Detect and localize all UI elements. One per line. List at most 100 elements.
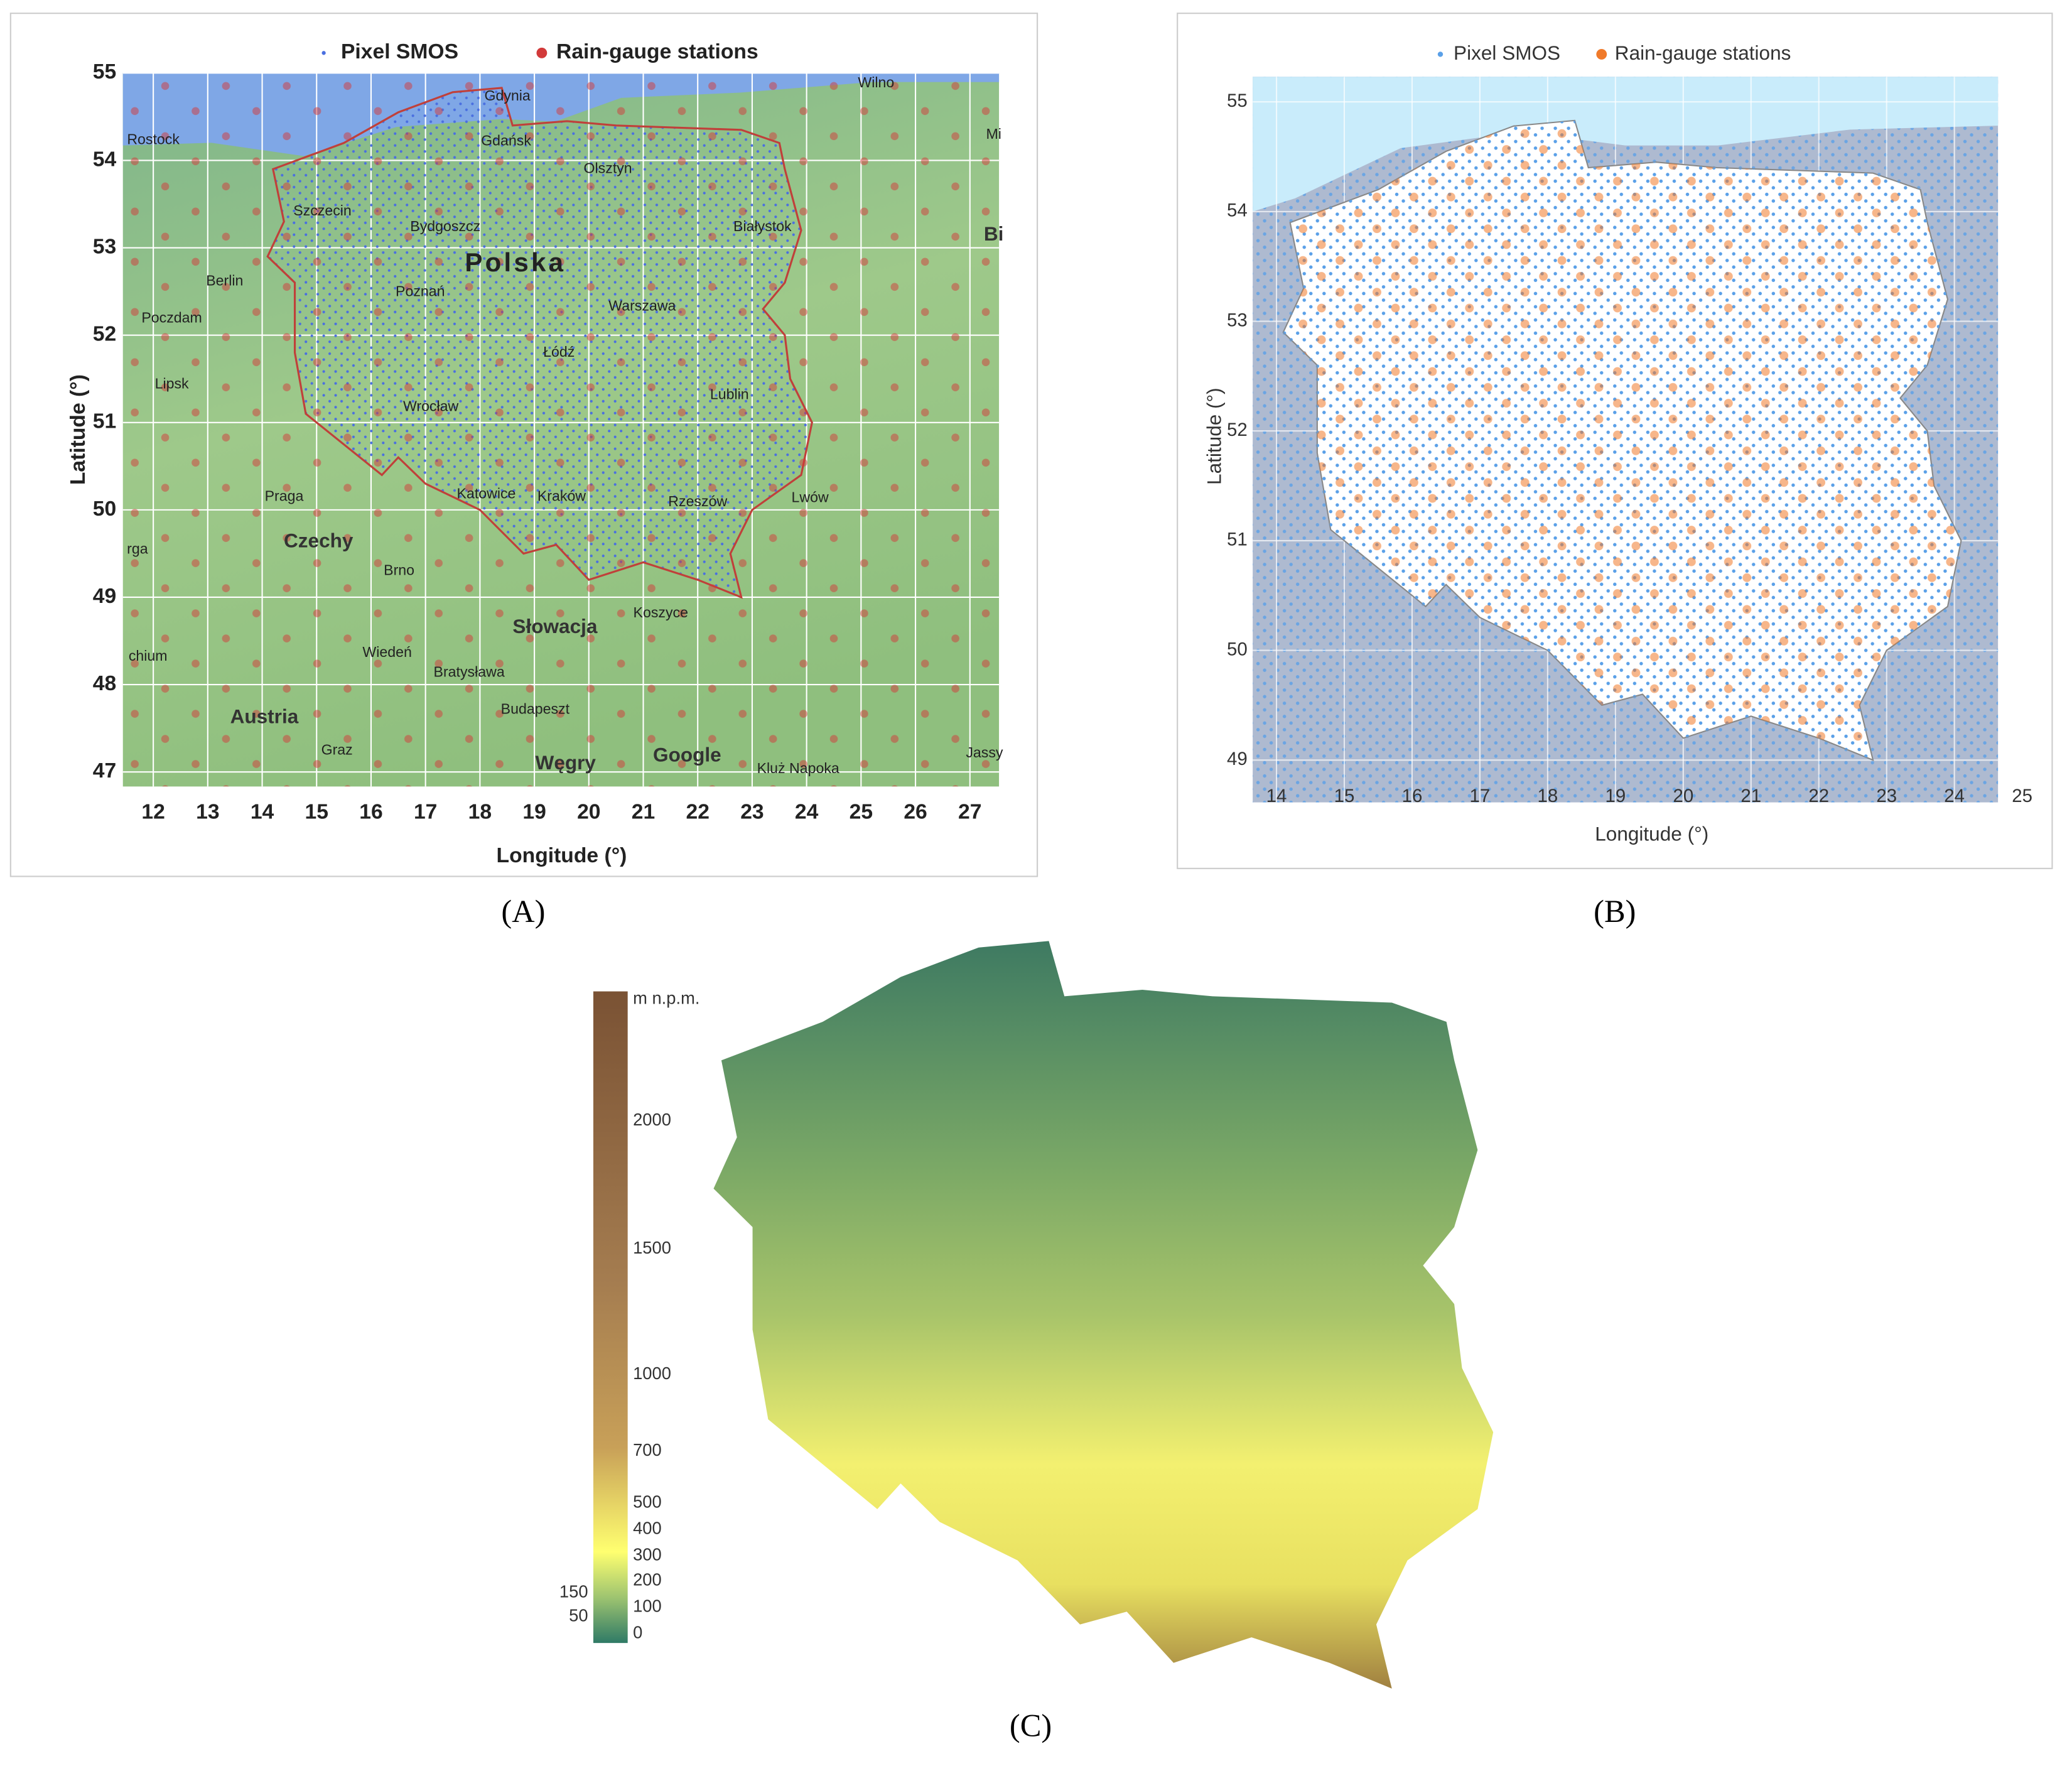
- x-tick-label: 17: [1470, 786, 1491, 806]
- x-tick-label: 19: [522, 800, 546, 823]
- place-label: Berlin: [206, 273, 243, 289]
- panel-b-sea: [1253, 77, 1999, 212]
- x-tick-label: 24: [795, 800, 819, 823]
- x-tick-label: 23: [1876, 786, 1897, 806]
- y-tick-label: 50: [1227, 639, 1248, 659]
- legend-marker: [1596, 49, 1607, 60]
- x-tick-label: 21: [632, 800, 655, 823]
- place-label: Bi: [984, 222, 1004, 245]
- x-tick-label: 15: [305, 800, 328, 823]
- x-tick-label: 16: [1402, 786, 1423, 806]
- legend-label: Rain-gauge stations: [556, 40, 758, 63]
- x-tick-label: 14: [1266, 786, 1287, 806]
- y-tick-label: 54: [1227, 200, 1248, 221]
- place-label: Google: [653, 743, 721, 766]
- place-label: Białystok: [733, 218, 792, 234]
- x-tick-label: 22: [1808, 786, 1829, 806]
- place-label: Lipsk: [155, 376, 189, 392]
- place-label: Szczecin: [293, 202, 352, 219]
- y-tick-label: 55: [93, 60, 116, 84]
- y-tick-label: 53: [1227, 310, 1248, 330]
- legend-marker: [536, 47, 548, 58]
- scale-label: 50: [569, 1605, 588, 1625]
- place-label: Słowacja: [512, 615, 597, 637]
- legend-label: Pixel SMOS: [341, 40, 458, 63]
- x-tick-label: 16: [359, 800, 382, 823]
- scale-label: 400: [633, 1518, 662, 1537]
- legend-marker: [321, 51, 326, 55]
- y-tick-label: 51: [93, 410, 116, 433]
- scale-label: 1000: [633, 1363, 671, 1383]
- x-tick-label: 21: [1740, 786, 1761, 806]
- x-tick-label: 19: [1605, 786, 1626, 806]
- place-label: Mi: [986, 126, 1001, 142]
- place-label: Wiedeń: [362, 644, 411, 660]
- y-tick-label: 55: [1227, 90, 1248, 111]
- place-label: Jassy: [966, 744, 1003, 761]
- caption: (B): [1594, 894, 1636, 929]
- place-label: Rzeszów: [668, 493, 727, 509]
- y-tick-label: 51: [1227, 529, 1248, 550]
- place-label: Koszyce: [634, 604, 688, 620]
- y-tick-label: 49: [1227, 749, 1248, 769]
- scale-label: 150: [559, 1581, 588, 1601]
- place-label: Czechy: [284, 529, 353, 551]
- scale-unit: m n.p.m.: [633, 988, 699, 1007]
- y-tick-label: 53: [93, 235, 116, 258]
- legend-marker: [1437, 51, 1443, 57]
- caption: (A): [501, 894, 545, 929]
- scale-label: 700: [633, 1440, 662, 1460]
- scale-label: 0: [633, 1623, 642, 1642]
- x-tick-label: 27: [958, 800, 981, 823]
- x-tick-label: 25: [2012, 786, 2032, 806]
- scale-label: 200: [633, 1569, 662, 1589]
- x-tick-label: 20: [577, 800, 600, 823]
- x-tick-label: 18: [1538, 786, 1558, 806]
- legend-label: Rain-gauge stations: [1615, 41, 1791, 64]
- scale-label: 1500: [633, 1238, 671, 1257]
- place-label: chium: [129, 647, 168, 664]
- legend-label: Pixel SMOS: [1454, 41, 1560, 64]
- scale-label: 300: [633, 1544, 662, 1564]
- place-label: Gdynia: [484, 87, 530, 104]
- place-label: Brno: [384, 561, 414, 578]
- x-tick-label: 15: [1334, 786, 1355, 806]
- place-label: Lwów: [792, 489, 829, 506]
- place-label: Lublin: [710, 386, 749, 403]
- place-label: Olsztyn: [584, 160, 632, 176]
- x-tick-label: 25: [850, 800, 873, 823]
- caption: (C): [1010, 1708, 1052, 1743]
- x-tick-label: 26: [904, 800, 927, 823]
- y-tick-label: 52: [93, 323, 116, 346]
- place-label: Poznań: [396, 283, 445, 299]
- y-tick-label: 49: [93, 585, 116, 608]
- panel-b-ticks: 14 15 16 17 18 19 20 21 22 23 24 25 49 50 51 52 53 54 55: [1227, 90, 2032, 806]
- panel-a-ticks: 12 13 14 15 16 17 18 19 20 21 22 23 24 25 26 27 47 48 49 50…: [93, 60, 982, 823]
- x-axis-label: Longitude (°): [497, 844, 627, 867]
- y-tick-label: 52: [1227, 420, 1248, 440]
- x-tick-label: 14: [251, 800, 274, 823]
- elevation-scale: [593, 991, 628, 1644]
- x-tick-label: 12: [141, 800, 165, 823]
- scale-label: 100: [633, 1596, 662, 1616]
- place-label: Kraków: [537, 488, 586, 504]
- scale-label: 2000: [633, 1110, 671, 1129]
- x-tick-label: 22: [686, 800, 710, 823]
- place-label: Austria: [230, 705, 299, 727]
- place-label: Budapeszt: [501, 700, 570, 717]
- y-axis-label: Latitude (°): [67, 374, 90, 485]
- y-tick-label: 54: [93, 148, 117, 171]
- place-label: Poczdam: [141, 309, 202, 325]
- place-label: rga: [127, 541, 148, 557]
- place-label: Wilno: [858, 74, 894, 90]
- x-tick-label: 20: [1673, 786, 1693, 806]
- place-label: Katowice: [457, 485, 516, 501]
- place-label: Rostock: [127, 131, 180, 147]
- y-tick-label: 47: [93, 759, 116, 783]
- place-label: Bratysława: [434, 663, 505, 680]
- x-tick-label: 18: [468, 800, 492, 823]
- place-label: Węgry: [536, 751, 596, 774]
- place-label: Gdańsk: [481, 132, 531, 148]
